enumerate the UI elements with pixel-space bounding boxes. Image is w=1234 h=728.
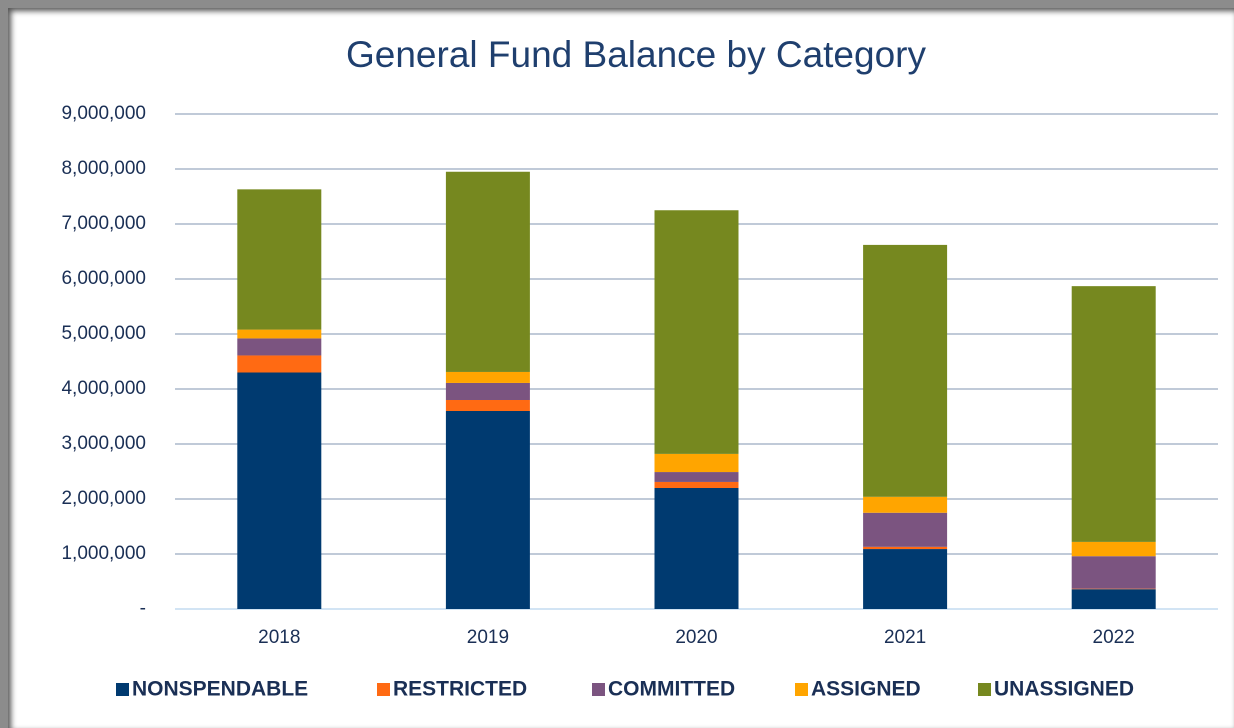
y-tick-label: 8,000,000: [61, 158, 146, 179]
legend-swatch: [592, 683, 605, 696]
y-tick-label: 3,000,000: [61, 433, 146, 454]
bar-segment: [1071, 541, 1156, 557]
bar-segment: [237, 372, 322, 609]
legend-label: UNASSIGNED: [994, 678, 1134, 701]
bar-segment: [863, 549, 948, 609]
bar-segment: [654, 453, 739, 473]
bar-segment: [445, 382, 530, 400]
bar-segment: [445, 371, 530, 383]
x-tick-label: 2021: [884, 627, 926, 648]
x-tick-label: 2019: [467, 627, 509, 648]
bar-segment: [1071, 286, 1156, 542]
legend-swatch: [795, 683, 808, 696]
bar-segment: [445, 171, 530, 372]
y-tick-label: -: [140, 598, 146, 619]
y-tick-label: 5,000,000: [61, 323, 146, 344]
bar-segment: [237, 338, 322, 356]
bar-segment: [237, 355, 322, 373]
bar-segment: [445, 400, 530, 411]
bar-segment: [237, 329, 322, 339]
bar-segment: [654, 481, 739, 488]
legend-label: NONSPENDABLE: [132, 678, 308, 701]
legend-label: RESTRICTED: [393, 678, 527, 701]
legend-swatch: [116, 683, 129, 696]
legend-label: COMMITTED: [608, 678, 735, 701]
bar-segment: [654, 472, 739, 482]
legend-swatch: [377, 683, 390, 696]
x-tick-label: 2020: [675, 627, 717, 648]
bar-segment: [237, 189, 322, 330]
legend-label: ASSIGNED: [811, 678, 921, 701]
y-tick-label: 4,000,000: [61, 378, 146, 399]
bar-segment: [445, 411, 530, 609]
bar-segment: [863, 244, 948, 497]
bar-segment: [1071, 556, 1156, 589]
bar-segment: [863, 496, 948, 513]
legend-swatch: [978, 683, 991, 696]
chart-title: General Fund Balance by Category: [346, 34, 927, 75]
bar-segment: [1071, 589, 1156, 609]
y-tick-label: 2,000,000: [61, 488, 146, 509]
x-tick-label: 2022: [1093, 627, 1135, 648]
x-tick-label: 2018: [258, 627, 300, 648]
y-tick-label: 9,000,000: [61, 103, 146, 124]
y-tick-label: 7,000,000: [61, 213, 146, 234]
y-tick-label: 1,000,000: [61, 543, 146, 564]
bar-segment: [654, 210, 739, 454]
bar-segment: [863, 546, 948, 550]
y-tick-label: 6,000,000: [61, 268, 146, 289]
bar-segment: [863, 512, 948, 547]
bar-segment: [1071, 588, 1156, 590]
bar-segment: [654, 488, 739, 609]
